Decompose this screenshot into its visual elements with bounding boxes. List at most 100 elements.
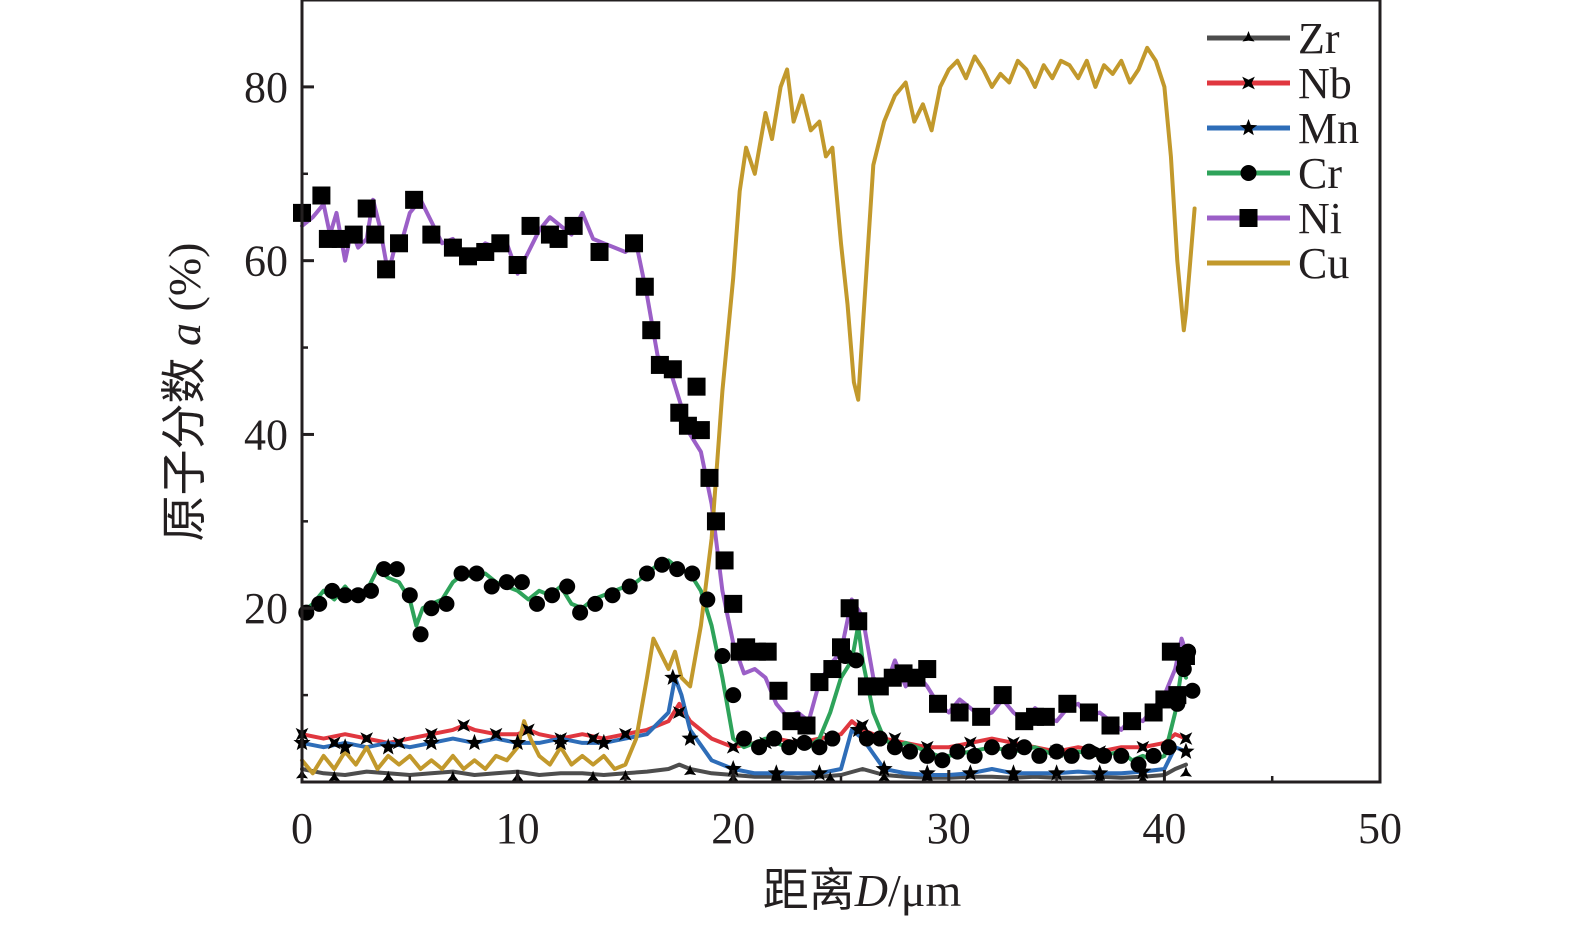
data-point-cr — [725, 687, 742, 704]
data-point-ni — [521, 216, 540, 235]
series-line-mn — [300, 675, 1188, 777]
data-point-ni — [849, 612, 868, 631]
data-point-zr — [587, 770, 600, 782]
data-point-cr — [1048, 743, 1065, 760]
data-point-ni — [929, 694, 948, 713]
data-point-nb — [586, 732, 600, 745]
data-point-zr — [1136, 772, 1149, 783]
data-point-cr — [811, 739, 828, 756]
data-point-ni — [390, 234, 409, 253]
data-point-cr — [766, 730, 783, 747]
data-point-zr — [446, 770, 459, 782]
data-point-nb — [457, 719, 471, 732]
x-axis-title-prefix: 距离 — [763, 865, 855, 916]
x-axis: 0 10 20 30 40 50 — [291, 770, 1402, 853]
data-point-ni — [1161, 642, 1180, 661]
data-point-cr — [638, 565, 655, 582]
x-axis-title-unit: /μm — [888, 865, 961, 916]
data-point-cr — [423, 600, 440, 617]
data-point-cr — [324, 582, 341, 599]
data-point-cr — [337, 587, 354, 604]
data-point-cr — [572, 604, 589, 621]
data-point-ni — [950, 703, 969, 722]
legend-marker-zr — [1242, 31, 1255, 42]
data-point-ni — [1123, 712, 1142, 731]
data-point-cr — [1080, 743, 1097, 760]
data-point-cr — [1130, 756, 1147, 773]
data-point-mn — [379, 738, 397, 755]
data-point-cr — [714, 648, 731, 665]
data-point-ni — [1079, 703, 1098, 722]
data-point-ni — [823, 660, 842, 679]
data-point-nb — [392, 736, 406, 750]
data-point-ni — [642, 321, 661, 340]
data-point-mn — [961, 764, 979, 781]
plot-markers — [293, 186, 1201, 783]
y-tick-label: 20 — [244, 584, 288, 633]
legend-item-nb: Nb — [1207, 59, 1352, 108]
data-point-zr — [619, 769, 632, 781]
data-point-cr — [544, 587, 561, 604]
data-point-ni — [476, 242, 495, 261]
data-point-mn — [681, 729, 699, 746]
data-point-cr — [824, 730, 841, 747]
data-point-cr — [886, 739, 903, 756]
data-point-ni — [549, 229, 568, 248]
data-point-mn — [724, 759, 742, 777]
data-point-ni — [918, 660, 937, 679]
data-point-ni — [377, 260, 396, 279]
data-point-ni — [405, 190, 424, 209]
data-point-cr — [949, 743, 966, 760]
data-point-zr — [382, 770, 395, 782]
data-point-cr — [1001, 743, 1018, 760]
data-point-mn — [595, 733, 613, 751]
y-axis-title-unit: (%) — [159, 243, 210, 323]
data-point-cr — [848, 652, 865, 669]
data-point-ni — [443, 238, 462, 257]
data-point-cr — [621, 578, 638, 595]
data-point-ni — [758, 642, 777, 661]
data-point-ni — [635, 277, 654, 296]
data-point-cr — [751, 739, 768, 756]
data-point-zr — [328, 770, 341, 782]
data-point-cr — [388, 561, 405, 578]
data-point-cr — [654, 556, 671, 573]
legend-label-cr: Cr — [1298, 149, 1342, 198]
data-point-zr — [1179, 766, 1193, 777]
data-point-mn — [1091, 764, 1109, 781]
legend-marker-mn — [1239, 119, 1258, 136]
data-point-cr — [858, 730, 875, 747]
data-point-ni — [715, 551, 734, 570]
data-point-cr — [350, 587, 367, 604]
data-point-nb — [672, 706, 686, 719]
y-axis-title: 原子分数 a (%) — [159, 243, 210, 542]
data-point-cr — [735, 730, 752, 747]
data-point-cr — [412, 626, 429, 643]
data-point-cr — [871, 730, 888, 747]
data-point-cr — [1063, 747, 1080, 764]
legend-label-mn: Mn — [1298, 104, 1359, 153]
data-point-cr — [684, 565, 701, 582]
x-axis-title-symbol: D — [854, 865, 888, 916]
data-point-ni — [357, 199, 376, 218]
data-point-mn — [1004, 764, 1023, 781]
data-point-cr — [901, 743, 918, 760]
data-point-nb — [489, 727, 503, 741]
series-line-cu — [300, 45, 1197, 776]
data-point-cr — [362, 582, 379, 599]
x-tick-label: 10 — [496, 804, 540, 853]
y-tick-label: 40 — [244, 410, 288, 459]
data-point-ni — [782, 712, 801, 731]
data-point-nb — [1136, 740, 1150, 754]
data-point-mn — [849, 720, 867, 738]
data-point-cr — [1016, 739, 1033, 756]
data-point-ni — [993, 686, 1012, 705]
data-point-mn — [509, 733, 527, 751]
data-point-cr — [1145, 747, 1162, 764]
x-axis-title: 距离D/μm — [763, 865, 962, 916]
data-point-cr — [529, 595, 546, 612]
data-point-ni — [700, 468, 719, 487]
data-point-zr — [1093, 772, 1106, 783]
data-point-ni — [687, 377, 706, 396]
